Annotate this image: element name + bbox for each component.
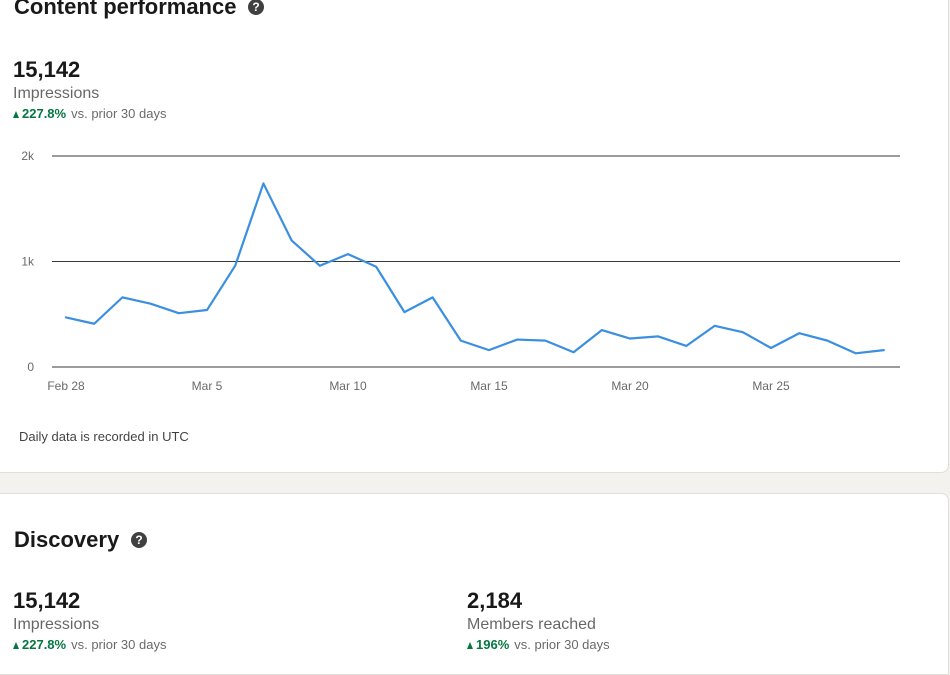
change-up: 227.8%: [13, 636, 66, 654]
impressions-label: Impressions: [13, 85, 100, 102]
svg-text:?: ?: [136, 533, 143, 547]
change-suffix: vs. prior 30 days: [71, 106, 167, 121]
x-tick-label: Mar 20: [611, 379, 649, 393]
change-suffix: vs. prior 30 days: [71, 637, 167, 652]
triangle-up-icon: [13, 641, 19, 649]
change-up: 196%: [467, 636, 509, 654]
impressions-metric: 15,142 Impressions 227.8% vs. prior 30 d…: [13, 57, 166, 123]
change-up: 227.8%: [13, 105, 66, 123]
members-reached-change: 196% vs. prior 30 days: [467, 636, 610, 654]
content-performance-title: Content performance: [14, 0, 237, 19]
utc-footnote: Daily data is recorded in UTC: [19, 429, 189, 444]
change-percent: 196%: [476, 637, 510, 652]
members-reached-label: Members reached: [467, 616, 596, 633]
change-percent: 227.8%: [22, 637, 67, 652]
triangle-up-icon: [467, 641, 473, 649]
x-tick-label: Mar 10: [329, 379, 367, 393]
help-circle-icon[interactable]: ?: [131, 532, 148, 548]
impressions-value: 15,142: [13, 57, 81, 82]
x-tick-label: Mar 25: [752, 379, 790, 393]
impressions-change: 227.8% vs. prior 30 days: [13, 105, 166, 123]
discovery-card: Discovery ? 15,142 Impressions 227.8% vs…: [0, 493, 949, 675]
y-tick-label: 1k: [21, 255, 35, 269]
impressions-line-chart: 0 1k 2k Feb 28 Mar 5 Mar 10 Mar 15 Mar 20 Mar 25: [21, 149, 900, 393]
members-reached-value: 2,184: [467, 588, 523, 613]
change-percent: 227.8%: [22, 106, 67, 121]
triangle-up-icon: [13, 110, 19, 118]
x-tick-label: Feb 28: [47, 379, 85, 393]
discovery-header: Discovery ?: [14, 527, 148, 553]
x-tick-label: Mar 15: [470, 379, 508, 393]
y-tick-label: 2k: [21, 149, 35, 163]
discovery-impressions-label: Impressions: [13, 616, 100, 633]
discovery-impressions-metric: 15,142 Impressions 227.8% vs. prior 30 d…: [13, 588, 166, 654]
content-performance-card: Content performance ? 15,142 Impressions…: [0, 0, 949, 473]
content-performance-header: Content performance ?: [14, 0, 265, 20]
members-reached-metric: 2,184 Members reached 196% vs. prior 30 …: [467, 588, 610, 654]
help-circle-icon[interactable]: ?: [248, 0, 265, 15]
discovery-title: Discovery: [14, 527, 120, 552]
change-suffix: vs. prior 30 days: [514, 637, 610, 652]
series-line-impressions: [64, 182, 885, 355]
discovery-impressions-change: 227.8% vs. prior 30 days: [13, 636, 166, 654]
y-tick-label: 0: [27, 360, 34, 374]
discovery-impressions-value: 15,142: [13, 588, 81, 613]
x-tick-label: Mar 5: [192, 379, 223, 393]
svg-text:?: ?: [253, 0, 260, 14]
